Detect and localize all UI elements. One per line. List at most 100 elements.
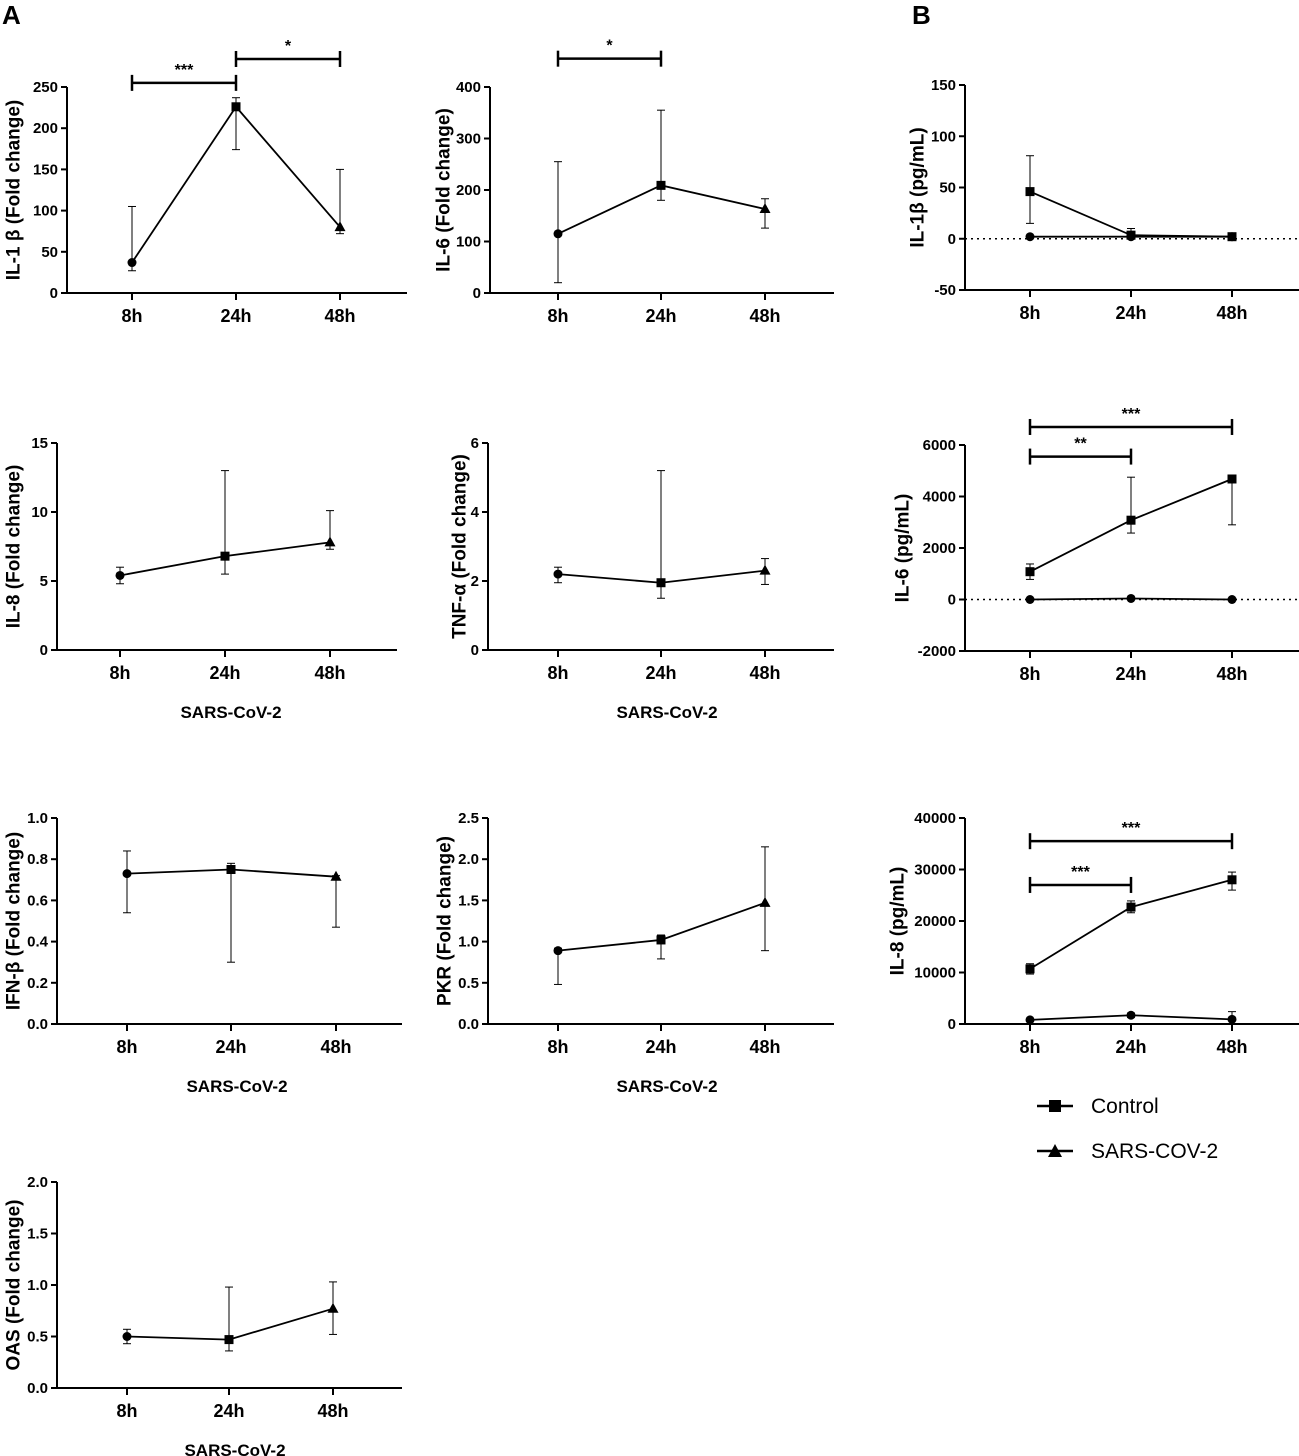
x-tick-label: 24h — [645, 1037, 676, 1057]
data-point-square — [1126, 902, 1136, 912]
data-point-square — [1126, 515, 1136, 525]
series-control — [1025, 155, 1237, 242]
y-axis-label: IL-8 (Fold change) — [4, 465, 25, 629]
data-point-square — [1025, 964, 1035, 974]
data-point-square — [1025, 187, 1035, 197]
significance-label: *** — [1071, 864, 1090, 881]
data-point-triangle — [759, 896, 771, 907]
y-axis-label: IL-1β (pg/mL) — [908, 127, 929, 247]
y-tick-label: 200 — [456, 182, 481, 199]
y-tick-label: 30000 — [914, 862, 956, 879]
y-tick-label: 2 — [471, 573, 479, 590]
y-tick-label: 0.5 — [458, 975, 479, 992]
data-point-square — [656, 578, 666, 588]
significance-bracket: * — [556, 38, 663, 67]
y-tick-label: 1.0 — [27, 810, 48, 827]
data-point-triangle — [334, 221, 346, 232]
series-control — [1025, 871, 1237, 975]
x-tick-label: 8h — [116, 1037, 137, 1057]
data-point-square — [1227, 474, 1237, 484]
y-tick-label: 2.0 — [458, 851, 479, 868]
y-tick-label: 100 — [33, 203, 58, 220]
data-point-circle — [1227, 595, 1237, 604]
chart-oas_fold: 0.0 0.5 1.0 1.5 2.0 8h 24h 48h OAS (Fold change)… — [4, 1174, 402, 1456]
data-point-triangle — [759, 564, 771, 575]
y-tick-label: 50 — [41, 244, 58, 261]
data-point-circle — [115, 570, 125, 580]
series-sars-cov-2 — [553, 109, 771, 284]
y-tick-label: 50 — [939, 180, 956, 197]
y-tick-label: 5 — [40, 573, 48, 590]
x-tick-label: 8h — [116, 1401, 137, 1421]
series-sars-cov-2 — [553, 470, 771, 599]
significance-bracket: * — [234, 38, 342, 67]
series-sars-cov-2 — [1025, 232, 1237, 242]
y-tick-label: 15 — [31, 435, 48, 452]
series-sars-cov-2 — [553, 846, 771, 985]
y-axis-label: IL-6 (pg/mL) — [893, 494, 914, 603]
legend-control-label: Control — [1091, 1095, 1159, 1118]
x-tick-label: 48h — [1216, 303, 1247, 323]
y-tick-label: 0.5 — [27, 1329, 48, 1346]
significance-bracket: *** — [1028, 820, 1234, 850]
x-tick-label: 8h — [547, 306, 568, 326]
y-tick-label: 0.0 — [27, 1380, 48, 1397]
x-tick-label: 48h — [320, 1037, 351, 1057]
data-point-square — [1025, 567, 1035, 577]
series-sars-cov-2 — [1025, 593, 1237, 604]
x-axis-label: SARS-CoV-2 — [184, 1441, 285, 1456]
x-tick-label: 48h — [317, 1401, 348, 1421]
y-tick-label: -2000 — [918, 643, 956, 660]
data-point-triangle — [330, 870, 342, 881]
series-sars-cov-2 — [122, 1281, 339, 1352]
x-tick-label: 48h — [1216, 664, 1247, 684]
data-point-circle — [122, 869, 132, 879]
data-point-circle — [1025, 232, 1035, 242]
data-point-square — [1227, 875, 1237, 885]
x-tick-label: 24h — [220, 306, 251, 326]
significance-label: *** — [1122, 820, 1141, 837]
panel-letter-b: B — [912, 0, 931, 30]
y-tick-label: 2.5 — [458, 810, 479, 827]
y-tick-label: 300 — [456, 131, 481, 148]
y-tick-label: -50 — [934, 282, 956, 299]
data-point-circle — [1126, 232, 1136, 242]
y-tick-label: 0 — [50, 285, 58, 302]
data-point-circle — [1227, 232, 1237, 242]
y-axis-label: IL-1 β (Fold change) — [4, 100, 25, 280]
x-tick-label: 24h — [1115, 1037, 1146, 1057]
data-point-circle — [1227, 1014, 1237, 1024]
significance-label: * — [285, 38, 292, 55]
data-point-triangle — [759, 203, 771, 214]
chart-pkr_fold: 0.0 0.5 1.0 1.5 2.0 2.5 8h 24h 48h PKR (Fold chan… — [435, 810, 834, 1096]
x-tick-label: 48h — [324, 306, 355, 326]
x-axis-label: SARS-CoV-2 — [186, 1077, 287, 1096]
y-axis-label: IL-6 (Fold change) — [434, 108, 455, 272]
x-tick-label: 8h — [121, 306, 142, 326]
y-tick-label: 250 — [33, 79, 58, 96]
x-tick-label: 48h — [749, 663, 780, 683]
legend: Control SARS-COV-2 — [1037, 1095, 1218, 1163]
y-tick-label: 0 — [948, 231, 956, 248]
y-tick-label: 1.5 — [458, 892, 479, 909]
chart-il6_fold: 0 100 200 300 400 8h 24h 48h IL-6 (Fold change) * — [434, 38, 834, 326]
y-axis-label: TNF-α (Fold change) — [450, 454, 471, 639]
x-axis-label: SARS-CoV-2 — [616, 1077, 717, 1096]
data-point-circle — [1126, 593, 1136, 603]
y-tick-label: 10 — [31, 504, 48, 521]
data-point-circle — [1126, 1010, 1136, 1020]
chart-ifnb_fold: 0.0 0.2 0.4 0.6 0.8 1.0 8h 24h 48h IFN-β (Fold ch… — [4, 810, 402, 1096]
y-tick-label: 200 — [33, 120, 58, 137]
y-tick-label: 0 — [948, 1016, 956, 1033]
significance-bracket: *** — [1028, 864, 1133, 893]
data-point-square — [226, 865, 236, 874]
y-tick-label: 100 — [456, 234, 481, 251]
y-tick-label: 10000 — [914, 965, 956, 982]
data-point-square — [656, 180, 666, 190]
data-point-square — [220, 551, 230, 561]
x-tick-label: 24h — [209, 663, 240, 683]
x-tick-label: 48h — [749, 1037, 780, 1057]
data-point-circle — [553, 946, 563, 956]
